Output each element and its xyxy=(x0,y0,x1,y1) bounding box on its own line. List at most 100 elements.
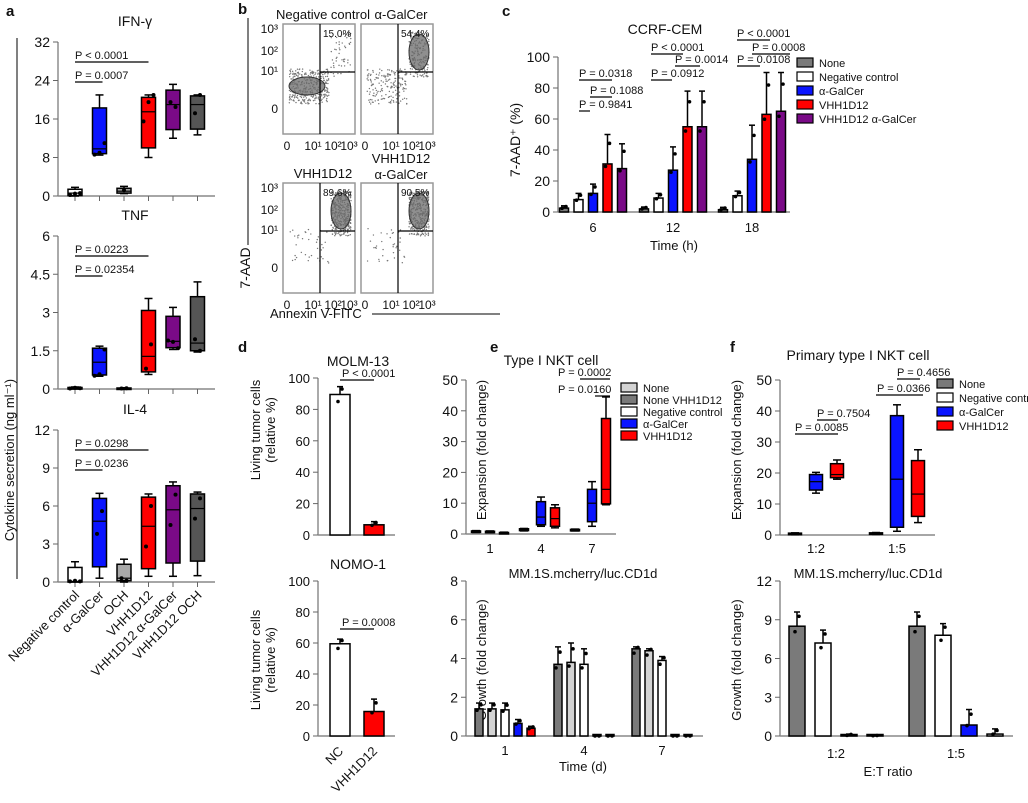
b-event xyxy=(369,91,371,93)
b-density-contour xyxy=(330,192,352,230)
data-point xyxy=(68,193,72,198)
f-top-y-tick-label: 20 xyxy=(756,465,772,481)
b-event xyxy=(307,100,309,102)
e-bottom-bar-0-3 xyxy=(513,718,523,737)
b-event xyxy=(403,90,405,92)
b-x-tick-label: 10¹ xyxy=(304,298,321,312)
b-event xyxy=(408,233,411,235)
bar xyxy=(683,733,693,737)
b-event xyxy=(326,95,329,97)
b-plot-title: VHH1D12 xyxy=(294,166,353,181)
c-bar-1-0 xyxy=(638,205,650,213)
data-point xyxy=(193,111,197,116)
b-event xyxy=(395,85,397,87)
b-event xyxy=(314,72,317,74)
panel-label-a: a xyxy=(6,3,15,20)
b-x-tick-label: 10² xyxy=(402,139,419,153)
b-event xyxy=(292,76,294,78)
box-iqr xyxy=(189,493,206,562)
b-event xyxy=(374,95,376,97)
bar xyxy=(602,163,613,213)
box-iqr xyxy=(140,96,157,149)
e-bottom-y-tick-label: 0 xyxy=(450,728,458,744)
b-event xyxy=(325,94,327,96)
b-event xyxy=(419,235,422,237)
data-point xyxy=(610,734,614,738)
b-event xyxy=(302,96,305,98)
b-event xyxy=(320,93,323,96)
b-event xyxy=(387,75,389,77)
data-point xyxy=(654,196,659,201)
b-event xyxy=(289,73,291,76)
data-point xyxy=(78,191,82,196)
b-event xyxy=(349,196,352,198)
b-event xyxy=(304,254,307,256)
b-event xyxy=(413,192,415,195)
b-event xyxy=(389,74,391,76)
b-event xyxy=(380,84,382,87)
f-bottom-xlabel: E:T ratio xyxy=(864,764,913,779)
data-point xyxy=(662,655,666,660)
b-event xyxy=(392,82,394,84)
b-event xyxy=(289,97,291,100)
b-event xyxy=(318,103,320,105)
f-bottom-bar-1-2 xyxy=(960,708,978,737)
b-event xyxy=(311,72,313,75)
c-pval-0-label: P = 0.0318 xyxy=(579,68,632,80)
d1-y-tick-label: 100 xyxy=(288,574,310,589)
a2-y-tick-label: 12 xyxy=(34,422,50,438)
b-x-tick-label: 0 xyxy=(284,139,291,153)
b-event xyxy=(345,190,348,193)
b-event xyxy=(312,99,315,102)
b-event xyxy=(386,73,389,75)
b-event xyxy=(294,254,296,257)
b-event xyxy=(324,90,326,92)
c-pval-6-label: P < 0.0001 xyxy=(737,28,790,40)
c-bar-2-0 xyxy=(717,206,729,213)
b-event xyxy=(326,70,329,72)
b-event xyxy=(305,97,308,99)
b-event xyxy=(428,40,430,43)
data-point xyxy=(95,531,99,536)
b-event xyxy=(304,72,306,75)
b-event xyxy=(302,100,305,102)
b-event xyxy=(289,75,291,78)
b-event xyxy=(382,248,384,251)
e-bottom-bar-0-1 xyxy=(487,702,497,737)
b-event xyxy=(409,73,412,75)
b-event xyxy=(335,48,337,51)
bar xyxy=(866,733,884,737)
data-point xyxy=(173,104,178,109)
a1-y-tick-label: 4.5 xyxy=(31,266,51,282)
e-top-box-2-1 xyxy=(586,480,598,528)
b-event xyxy=(299,95,301,97)
data-point xyxy=(518,718,522,723)
b-event xyxy=(326,97,328,100)
b-event xyxy=(426,68,428,71)
b-plot-title: VHH1D12 xyxy=(372,151,431,166)
b-event xyxy=(324,95,326,97)
f-bottom-bar-0-1 xyxy=(814,629,832,737)
b-event xyxy=(410,37,412,39)
box-iqr xyxy=(91,347,108,376)
box-iqr xyxy=(91,107,108,155)
b-event xyxy=(413,233,415,235)
b-event xyxy=(374,246,377,249)
a2-y-tick-label: 6 xyxy=(42,498,50,514)
data-point xyxy=(173,492,178,497)
b-event xyxy=(312,95,315,97)
b-event xyxy=(335,232,338,234)
f-top-y-tick-label: 50 xyxy=(756,372,772,388)
b-event xyxy=(349,32,352,35)
b-event xyxy=(299,68,301,70)
d-title-1: NOMO-1 xyxy=(330,556,386,572)
e-legend-entry: None VHH1D12 xyxy=(643,395,722,407)
b-x-tick-label: 10² xyxy=(324,298,341,312)
b-event xyxy=(408,221,410,223)
b-event xyxy=(426,226,428,229)
c-pval-5-label: P = 0.0912 xyxy=(651,68,704,80)
box-iqr xyxy=(586,488,598,523)
c-bar-2-3 xyxy=(761,71,772,213)
b-event xyxy=(322,76,324,78)
b-event xyxy=(425,233,427,236)
